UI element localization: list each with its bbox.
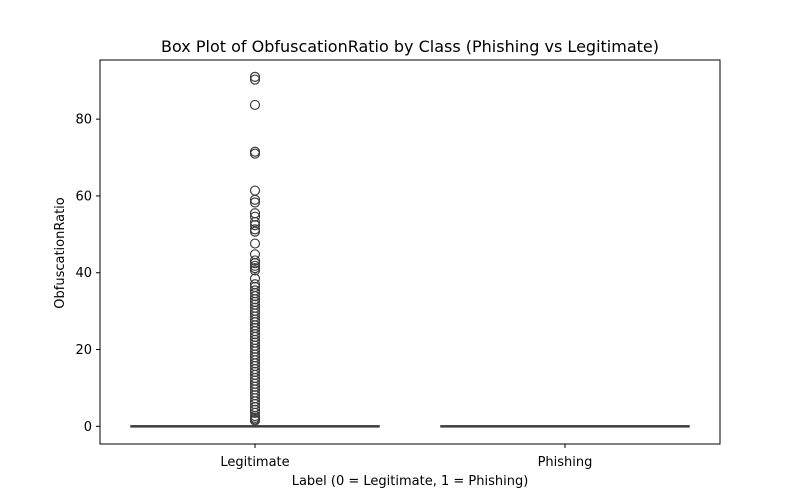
outlier-point <box>249 71 261 82</box>
outlier-point <box>249 197 261 208</box>
outlier-point <box>249 255 261 266</box>
plot-area: 0 20 40 60 80 Legitimate Phishing <box>75 59 721 470</box>
outlier-point <box>249 407 261 418</box>
outlier-point <box>249 265 261 276</box>
x-axis-label: Label (0 = Legitimate, 1 = Phishing) <box>292 474 529 489</box>
outlier-point <box>249 194 261 205</box>
outlier-point <box>249 404 261 415</box>
outlier-point <box>249 258 261 269</box>
x-tick-label: Legitimate <box>220 455 289 470</box>
y-tick-label: 40 <box>75 266 92 281</box>
chart-title: Box Plot of ObfuscationRatio by Class (P… <box>161 37 659 56</box>
outlier-point <box>249 415 261 426</box>
outlier-point <box>249 185 261 196</box>
y-tick-label: 0 <box>84 420 92 435</box>
x-tick-label: Phishing <box>538 455 593 470</box>
outlier-point <box>249 238 261 249</box>
outlier-point <box>249 148 261 159</box>
y-tick-label: 20 <box>75 343 92 358</box>
y-axis-label: ObfuscationRatio <box>53 197 68 309</box>
plot-frame <box>99 59 721 445</box>
outlier-point <box>249 74 261 85</box>
outlier-point <box>249 226 261 237</box>
y-tick-label: 80 <box>75 113 92 128</box>
outlier-point <box>249 220 261 231</box>
y-tick-label: 60 <box>75 189 92 204</box>
outlier-point <box>249 99 261 111</box>
